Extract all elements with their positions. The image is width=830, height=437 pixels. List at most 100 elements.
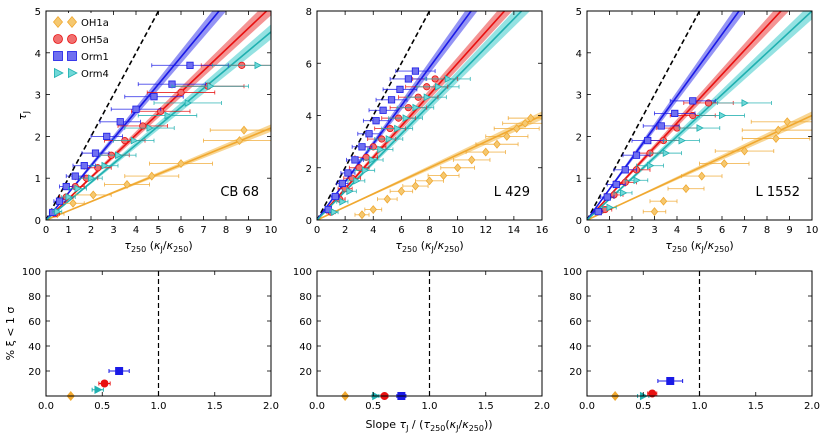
data-point-orm1 xyxy=(338,179,346,188)
fit-band-orm1 xyxy=(587,11,746,220)
y-tick-label: 0 xyxy=(35,216,41,227)
data-point-orm1 xyxy=(150,93,158,101)
data-point-orm1 xyxy=(603,193,611,201)
bottom-panel-l-429: 0.0 0.5 1.0 1.5 2.0 20 40 60 80 100 xyxy=(293,267,550,412)
data-point-oh1a xyxy=(650,207,659,217)
x-tick-label: 0.5 xyxy=(94,401,110,412)
y-tick-label: 20 xyxy=(569,367,582,378)
data-point-orm4 xyxy=(115,151,123,160)
x-tick-label: 0.5 xyxy=(635,401,651,412)
data-point-orm1 xyxy=(411,67,420,75)
legend-marker-orm1 xyxy=(53,51,63,61)
x-tick-label: 12 xyxy=(479,225,492,236)
data-point-orm4 xyxy=(423,93,432,102)
data-point-orm4 xyxy=(146,124,154,132)
x-tick-label: 1.0 xyxy=(692,401,708,412)
fit-line-orm1 xyxy=(317,11,473,220)
data-point-orm4 xyxy=(339,197,347,206)
data-point-orm4 xyxy=(444,75,453,83)
data-point-oh1a xyxy=(383,194,392,204)
data-point-orm4 xyxy=(368,156,377,164)
data-point-orm1 xyxy=(594,208,602,216)
x-tick-label: 2.0 xyxy=(804,401,820,412)
legend-marker-oh1a xyxy=(52,15,64,29)
y-tick-label: 60 xyxy=(569,317,582,328)
legend-marker-oh5a xyxy=(67,34,77,44)
data-point-orm4 xyxy=(330,208,339,217)
data-point-oh1a xyxy=(740,146,749,156)
x-tick-label: 2.0 xyxy=(263,401,279,412)
y-tick-label: 2 xyxy=(35,132,41,143)
x-tick-label: 0 xyxy=(43,225,49,236)
data-point-oh1a xyxy=(397,186,406,196)
x-tick-label: 0.5 xyxy=(365,401,381,412)
data-point-orm4 xyxy=(696,124,704,132)
fit-band-oh1a xyxy=(317,111,542,220)
data-point-oh1a xyxy=(240,125,248,135)
data-point-oh1a xyxy=(774,125,782,135)
data-point-orm1 xyxy=(358,143,366,151)
data-point-orm4 xyxy=(647,161,655,170)
data-point-orm1 xyxy=(55,197,64,205)
x-tick-label: 1.5 xyxy=(748,401,764,412)
data-point-oh5a xyxy=(704,99,713,107)
x-tick-label: 0.0 xyxy=(309,401,325,412)
fit-band-oh1a xyxy=(46,124,271,220)
x-tick-label: 0 xyxy=(584,225,590,236)
data-point-oh1a xyxy=(439,171,448,181)
x-tick-label: 2 xyxy=(629,225,635,236)
data-point-orm1 xyxy=(632,151,641,159)
data-point-orm4 xyxy=(101,161,109,170)
y-tick-label: 80 xyxy=(299,292,312,303)
data-point-orm4 xyxy=(662,149,671,157)
y-tick-label: 1 xyxy=(576,174,582,185)
data-point-orm1 xyxy=(379,106,387,114)
data-point-orm1 xyxy=(132,105,140,113)
x-tick-label: 9 xyxy=(786,225,792,236)
legend-label-orm1: Orm1 xyxy=(81,52,109,63)
legend-marker-oh1a xyxy=(66,15,78,29)
data-point-orm4 xyxy=(184,99,193,107)
y-tick-label: 4 xyxy=(35,49,41,60)
x-axis-label: τ250 (κJ/κ250) xyxy=(395,239,463,254)
x-tick-label: 9 xyxy=(245,225,251,236)
y-tick-label: 0 xyxy=(306,216,312,227)
x-tick-label: 10 xyxy=(265,225,278,236)
y-tick-label: 2 xyxy=(576,132,582,143)
data-point-oh1a xyxy=(720,159,728,169)
data-point-oh5a xyxy=(177,88,185,97)
data-point-orm4 xyxy=(377,145,385,154)
slope-point-oh5a xyxy=(648,389,657,398)
data-point-orm4 xyxy=(130,136,139,145)
data-point-oh1a xyxy=(503,131,511,141)
top-panel-l-1552: 0 1 2 3 4 5 6 7 8 9 10 0 1 2 3 4 5 L 1552 τ250 (κJ/κ250) xyxy=(576,7,819,254)
data-point-oh1a xyxy=(783,117,791,127)
legend-label-oh5a: OH5a xyxy=(81,35,109,46)
x-tick-label: 1.5 xyxy=(478,401,494,412)
data-point-orm1 xyxy=(365,130,373,138)
data-point-orm4 xyxy=(65,193,73,201)
data-point-orm1 xyxy=(396,85,404,93)
data-point-oh1a xyxy=(148,171,156,181)
x-tick-label: 1.0 xyxy=(422,401,438,412)
data-point-orm1 xyxy=(621,166,629,174)
bottom-x-axis-label: Slope τJ / (τ250(κJ/κ250)) xyxy=(365,418,492,433)
y-tick-label: 3 xyxy=(576,91,582,102)
data-point-orm1 xyxy=(671,109,679,118)
source-label: L 429 xyxy=(494,185,530,200)
y-tick-label: 40 xyxy=(569,342,582,353)
x-tick-label: 3 xyxy=(110,225,116,236)
data-point-orm1 xyxy=(404,75,413,83)
data-point-orm4 xyxy=(394,124,402,133)
y-tick-label: 1 xyxy=(35,174,41,185)
bottom-panel-l-1552: 0.0 0.5 1.0 1.5 2.0 20 40 60 80 100 xyxy=(563,267,820,412)
y-tick-label: 60 xyxy=(28,317,41,328)
data-point-oh1a xyxy=(521,118,529,128)
x-tick-label: 7 xyxy=(741,225,747,236)
y-axis-label: % ξ < 1 σ xyxy=(4,307,17,361)
data-point-oh1a xyxy=(358,210,366,220)
x-tick-label: 10 xyxy=(806,225,819,236)
x-tick-label: 4 xyxy=(133,225,139,236)
x-tick-label: 4 xyxy=(370,225,376,236)
plot-area xyxy=(587,11,812,220)
